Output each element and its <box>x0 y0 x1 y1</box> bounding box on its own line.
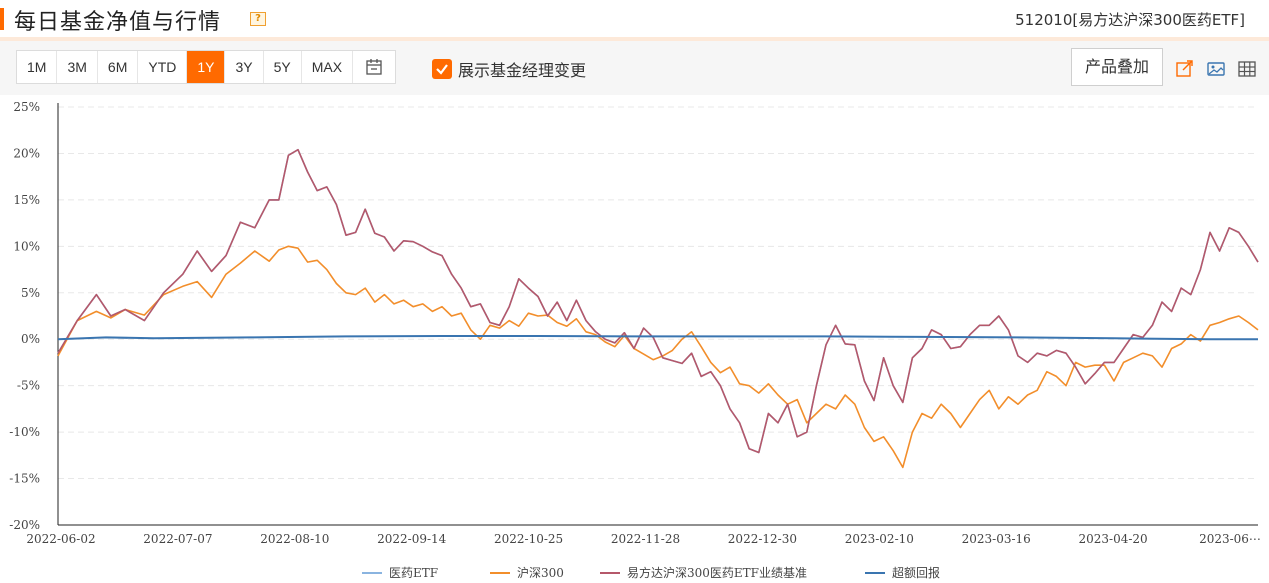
y-tick-label: 25% <box>13 100 40 114</box>
x-tick-label: 2022-10-25 <box>494 532 563 546</box>
calendar-icon[interactable] <box>353 51 395 83</box>
fund-identifier: 512010[易方达沪深300医药ETF] <box>1015 11 1245 29</box>
time-range-selector: 1M 3M 6M YTD 1Y 3Y 5Y MAX <box>16 50 397 84</box>
page-title: 每日基金净值与行情 <box>14 10 222 35</box>
series-line-2 <box>57 148 1259 454</box>
x-tick-label: 2023-02-10 <box>845 532 914 546</box>
series-line-0 <box>57 148 1259 454</box>
series-line-1 <box>57 245 1259 469</box>
y-axis: 25% 20% 15% 10% 5% 0% -5% -10% -15% -20% <box>9 100 59 532</box>
y-tick-label: 15% <box>13 193 40 207</box>
range-ytd-button[interactable]: YTD <box>138 51 188 83</box>
manager-change-toggle[interactable]: 展示基金经理变更 <box>432 57 586 81</box>
x-tick-label: 2022-12-30 <box>728 532 797 546</box>
range-6m-button[interactable]: 6M <box>98 51 139 83</box>
y-tick-label: -5% <box>17 379 40 393</box>
x-tick-label: 2022-08-10 <box>260 532 329 546</box>
title-accent-bar <box>0 8 4 30</box>
x-tick-label: 2022-11-28 <box>611 532 680 546</box>
y-tick-label: 20% <box>13 146 40 160</box>
chart-series <box>57 148 1259 469</box>
nav-performance-chart: 25% 20% 15% 10% 5% 0% -5% -10% -15% -20% 2022-06-… <box>9 100 1261 580</box>
manager-change-label: 展示基金经理变更 <box>458 61 587 80</box>
x-tick-label: 2022-06-02 <box>26 532 95 546</box>
legend-label[interactable]: 超额回报 <box>892 565 940 580</box>
y-tick-label: -10% <box>9 425 40 439</box>
x-tick-label: 2022-09-14 <box>377 532 447 546</box>
range-3m-button[interactable]: 3M <box>57 51 98 83</box>
manager-change-checkbox[interactable] <box>432 59 452 79</box>
range-1m-button[interactable]: 1M <box>17 51 58 83</box>
header-divider <box>0 37 1269 41</box>
checkmark-icon <box>436 64 448 75</box>
y-tick-label: -15% <box>9 472 40 486</box>
x-tick-label: 2023-06⋯ <box>1199 532 1261 546</box>
range-max-button[interactable]: MAX <box>302 51 354 83</box>
y-tick-label: 10% <box>13 239 40 253</box>
y-tick-label: 5% <box>21 286 40 300</box>
legend-label[interactable]: 沪深300 <box>517 566 564 580</box>
x-axis: 2022-06-02 2022-07-07 2022-08-10 2022-09-14… <box>26 524 1261 546</box>
product-overlay-button[interactable]: 产品叠加 <box>1071 48 1163 86</box>
table-icon[interactable] <box>1237 59 1257 79</box>
page-header: 每日基金净值与行情 ? 512010[易方达沪深300医药ETF] <box>0 0 1269 41</box>
export-icon[interactable] <box>1175 59 1195 79</box>
y-tick-label: -20% <box>9 518 40 532</box>
help-icon[interactable]: ? <box>250 12 266 26</box>
chart-legend: 医药ETF 沪深300 易方达沪深300医药ETF业绩基准 超额回报 <box>362 565 940 580</box>
legend-label[interactable]: 易方达沪深300医药ETF业绩基准 <box>627 565 807 580</box>
y-tick-label: 0% <box>21 332 40 346</box>
range-3y-button[interactable]: 3Y <box>225 51 264 83</box>
chart-toolbar: 1M 3M 6M YTD 1Y 3Y 5Y MAX 展示基金经理变更 产品叠加 <box>0 41 1269 95</box>
x-tick-label: 2023-03-16 <box>962 532 1031 546</box>
x-tick-label: 2023-04-20 <box>1079 532 1148 546</box>
series-line-3 <box>57 335 1258 341</box>
chart-gridlines <box>58 106 1258 480</box>
image-icon[interactable] <box>1206 59 1226 79</box>
range-1y-button[interactable]: 1Y <box>187 51 226 83</box>
legend-label[interactable]: 医药ETF <box>389 566 438 580</box>
x-tick-label: 2022-07-07 <box>143 532 212 546</box>
range-5y-button[interactable]: 5Y <box>264 51 302 83</box>
